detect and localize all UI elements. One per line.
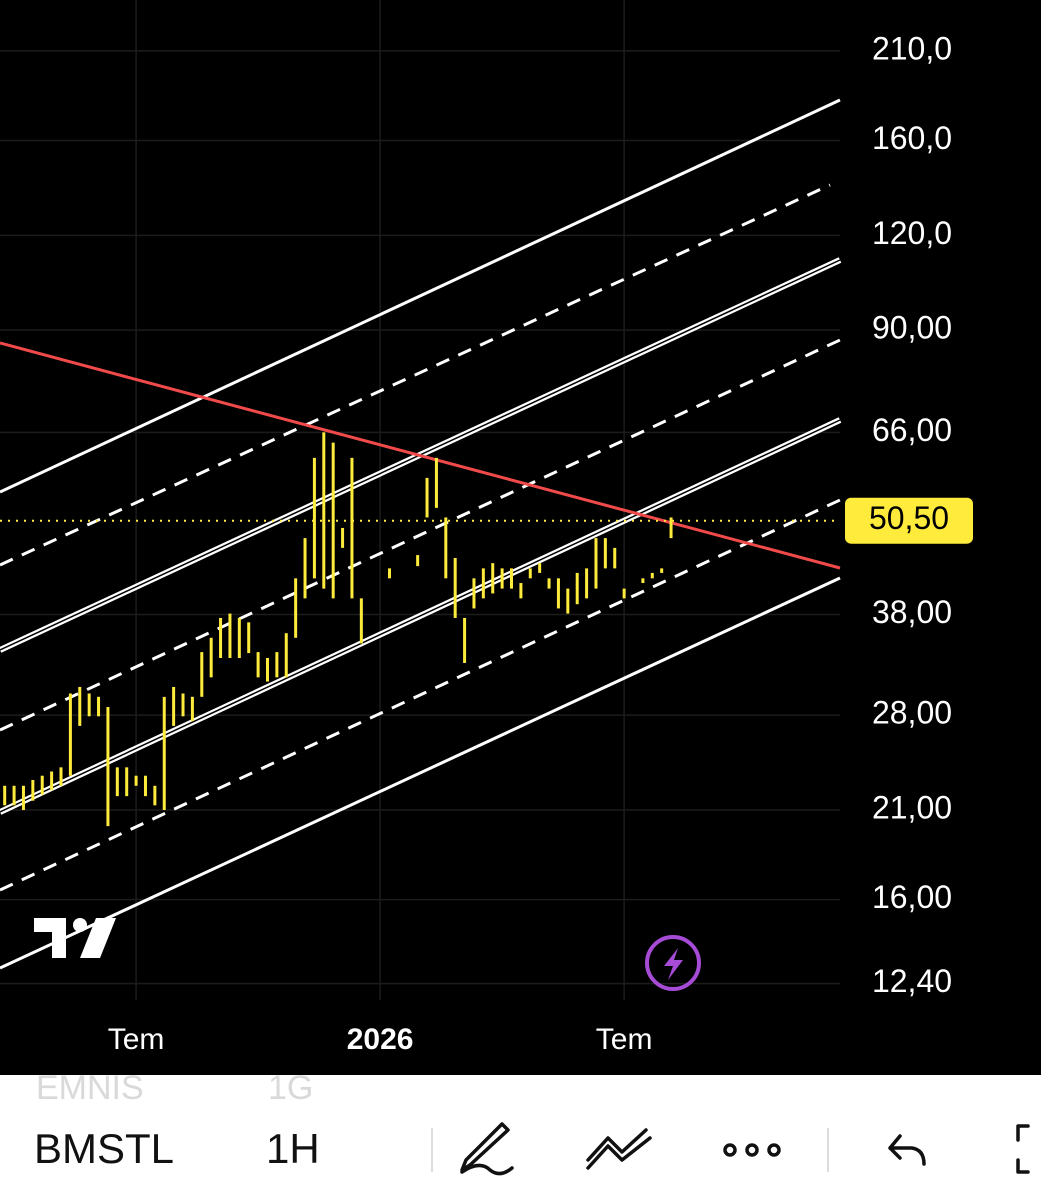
toolbar	[0, 1075, 1041, 1200]
alert-button[interactable]	[645, 935, 701, 991]
y-tick-label: 210,0	[872, 30, 952, 66]
trend-line	[0, 341, 841, 570]
y-tick-label: 38,00	[872, 594, 952, 630]
interval[interactable]: 1H	[266, 1125, 320, 1172]
bars	[3, 432, 673, 827]
logo-shape	[73, 918, 87, 932]
logo-shape	[80, 918, 116, 958]
prev-interval[interactable]: 1G	[268, 1069, 313, 1107]
y-tick-label: 12,40	[872, 963, 952, 999]
prev-symbol[interactable]: EMNIS	[36, 1069, 144, 1107]
more-button[interactable]	[745, 1143, 759, 1157]
y-tick-label: 16,00	[872, 879, 952, 915]
y-tick-label: 21,00	[872, 789, 952, 825]
symbol[interactable]: BMSTL	[34, 1125, 174, 1172]
last-price-label: 50,50	[869, 500, 949, 536]
grid	[0, 0, 840, 1000]
draw-tool[interactable]	[460, 1122, 514, 1176]
y-tick-label: 120,0	[872, 215, 952, 251]
channel-line	[0, 498, 841, 892]
last-price-box	[845, 497, 973, 544]
undo-button[interactable]	[888, 1134, 926, 1166]
more-button[interactable]	[767, 1143, 781, 1157]
x-tick-label: Tem	[596, 1023, 653, 1056]
drawings	[0, 98, 842, 970]
fullscreen-button[interactable]	[1016, 1124, 1030, 1174]
more-button[interactable]	[723, 1143, 737, 1157]
channel-line	[0, 419, 841, 813]
y-tick-label: 90,00	[872, 310, 952, 346]
y-tick-label: 66,00	[872, 412, 952, 448]
channel-line	[0, 183, 831, 567]
y-tick-label: 160,0	[872, 120, 952, 156]
channel-line	[0, 98, 841, 494]
y-tick-label: 28,00	[872, 695, 952, 731]
line-tool[interactable]	[586, 1128, 652, 1170]
x-tick-label: Tem	[108, 1023, 165, 1056]
channel-line	[0, 338, 841, 732]
logo	[34, 918, 116, 958]
alert-icon	[664, 948, 683, 980]
alert-circle	[645, 935, 701, 991]
axis: 12,40 16,00 21,00 28,00 38,00 66,00 90,00 120,0…	[0, 30, 973, 1056]
x-tick-label: 2026	[347, 1023, 414, 1056]
logo-shape	[34, 918, 66, 958]
channel-line	[0, 576, 841, 970]
